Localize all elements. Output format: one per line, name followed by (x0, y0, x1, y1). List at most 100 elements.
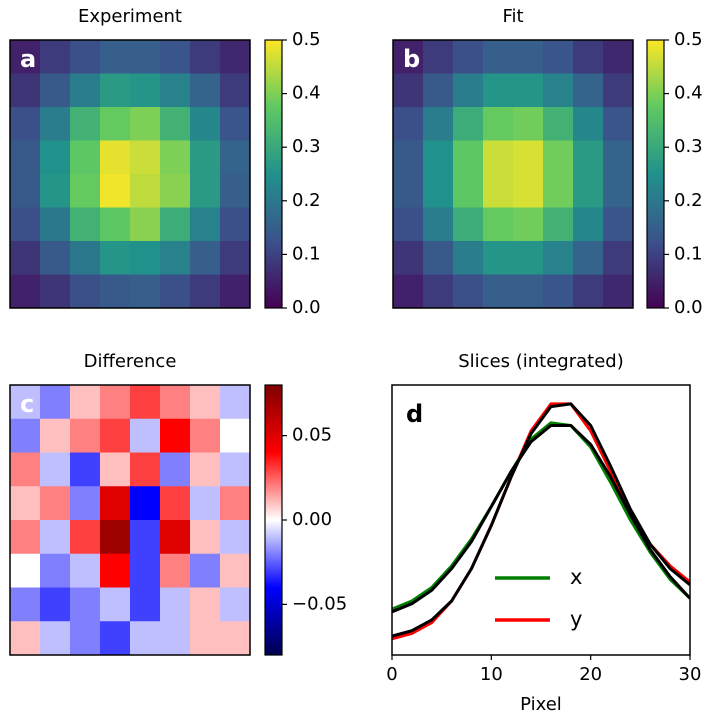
colorbar (264, 384, 283, 656)
heatmap-cell (603, 274, 634, 309)
colorbar-tick-label: 0.05 (292, 425, 332, 446)
heatmap-cell (483, 174, 514, 208)
heatmap-cell (130, 553, 161, 588)
heatmap-cell (603, 73, 634, 108)
heatmap-cell (483, 40, 514, 74)
colorbar (646, 39, 665, 309)
heatmap-cell (220, 73, 251, 108)
heatmap-cell (513, 174, 544, 208)
heatmap-cell (100, 241, 131, 275)
heatmap-cell (393, 73, 424, 108)
heatmap-cell (130, 587, 161, 622)
series-line (392, 402, 690, 638)
heatmap-cell (100, 174, 131, 208)
heatmap-cell (220, 385, 251, 420)
heatmap-cell (220, 520, 251, 555)
heatmap-cell (393, 274, 424, 309)
heatmap-cell (100, 385, 131, 420)
heatmap-cell (40, 587, 71, 622)
heatmap-cell (130, 73, 161, 108)
heatmap-cell (160, 385, 191, 420)
heatmap-cell (70, 174, 101, 208)
heatmap-cell (130, 452, 161, 487)
heatmap-cell (453, 207, 484, 242)
colorbar-tick-label: 0.3 (292, 136, 321, 157)
heatmap-cell (160, 520, 191, 555)
heatmap-cell (513, 207, 544, 242)
heatmap-cell (70, 621, 101, 656)
heatmap-cell (513, 241, 544, 275)
heatmap-cell (543, 140, 574, 175)
heatmap-cell (603, 207, 634, 242)
heatmap-cell (603, 174, 634, 208)
heatmap-cell (130, 520, 161, 555)
heatmap-cell (160, 486, 191, 521)
heatmap-cell (40, 520, 71, 555)
heatmap-cell (130, 486, 161, 521)
heatmap-cell (423, 241, 454, 275)
heatmap-cell (453, 174, 484, 208)
colorbar (264, 39, 283, 309)
heatmap-cell (220, 486, 251, 521)
heatmap-cell (10, 174, 41, 208)
heatmap-cell (70, 553, 101, 588)
heatmap-cell (100, 520, 131, 555)
heatmap-cell (220, 587, 251, 622)
heatmap-cell (10, 452, 41, 487)
heatmap-cell (573, 207, 604, 242)
heatmap-cell (10, 140, 41, 175)
heatmap-cell (573, 140, 604, 175)
heatmap-cell (160, 40, 191, 74)
heatmap-cell (100, 274, 131, 309)
heatmap-cell (130, 40, 161, 74)
heatmap-cell (160, 587, 191, 622)
heatmap-cell (10, 520, 41, 555)
heatmap-cell (70, 207, 101, 242)
heatmap-cell (40, 107, 71, 141)
heatmap-cell (423, 274, 454, 309)
heatmap-cell (130, 140, 161, 175)
heatmap-cell (160, 140, 191, 175)
heatmap-cell (603, 107, 634, 141)
colorbar-tick-label: 0.4 (292, 83, 321, 104)
heatmap-cell (543, 73, 574, 108)
heatmap-cell (603, 40, 634, 74)
heatmap-cell (423, 107, 454, 141)
heatmap-cell (100, 73, 131, 108)
heatmap-cell (10, 587, 41, 622)
x-tick-label: 20 (579, 664, 602, 685)
panel-label: d (406, 400, 423, 428)
heatmap-cell (40, 621, 71, 656)
heatmap-cell (190, 452, 221, 487)
heatmap-cell (70, 107, 101, 141)
heatmap-cell (10, 486, 41, 521)
series-line (392, 402, 690, 641)
heatmap-cell (100, 452, 131, 487)
legend-label: x (570, 565, 582, 589)
heatmap-cell (40, 418, 71, 453)
heatmap-cell (70, 520, 101, 555)
heatmap-cell (70, 40, 101, 74)
heatmap-cell (483, 241, 514, 275)
heatmap-cell (70, 241, 101, 275)
heatmap-cell (393, 107, 424, 141)
heatmap-cell (10, 621, 41, 656)
heatmap-cell (10, 274, 41, 309)
heatmap-cell (100, 553, 131, 588)
heatmap-cell (160, 174, 191, 208)
series-line (392, 424, 690, 614)
heatmap-cell (130, 385, 161, 420)
heatmap-cell (483, 73, 514, 108)
heatmap-cell (220, 452, 251, 487)
colorbar-tick-label: 0.3 (674, 136, 703, 157)
heatmap-cell (10, 73, 41, 108)
heatmap-cell (513, 274, 544, 309)
heatmap-cell (453, 274, 484, 309)
heatmap-cell (10, 385, 41, 420)
heatmap-cell (10, 418, 41, 453)
heatmap-cell (40, 486, 71, 521)
heatmap-cell (70, 274, 101, 309)
heatmap-cell (190, 385, 221, 420)
frame (392, 39, 634, 309)
